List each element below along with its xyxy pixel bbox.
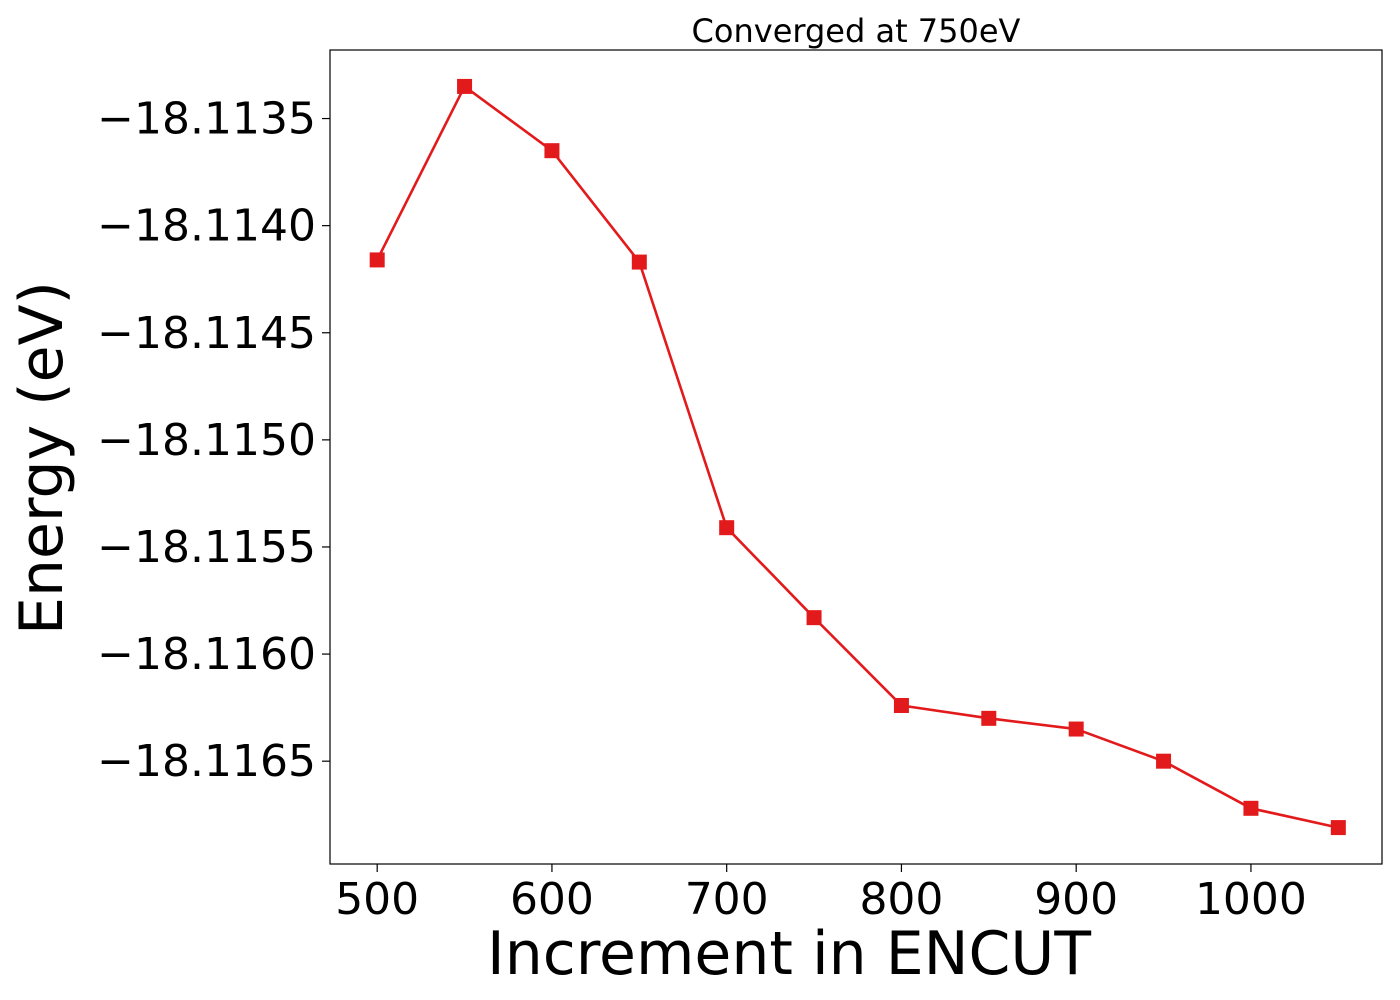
y-tick-label: −18.1155 — [97, 522, 316, 573]
data-point-marker — [544, 143, 560, 159]
data-point-marker — [457, 78, 473, 94]
x-axis-ticks: 500 600 700 800 900 1000 — [335, 864, 1307, 925]
x-tick-label: 800 — [859, 874, 943, 925]
data-point-marker — [369, 252, 385, 268]
data-point-marker — [1156, 753, 1172, 769]
x-tick-label: 900 — [1034, 874, 1118, 925]
y-tick-label: −18.1165 — [97, 736, 316, 787]
y-axis-label: Energy (eV) — [7, 281, 77, 635]
y-tick-label: −18.1140 — [97, 201, 316, 252]
x-tick-label: 700 — [685, 874, 769, 925]
y-tick-label: −18.1150 — [97, 415, 316, 466]
y-axis-ticks: −18.1135 −18.1140 −18.1145 −18.1150 −18.1155… — [97, 94, 330, 787]
plot-frame — [329, 49, 1383, 865]
data-point-marker — [981, 710, 997, 726]
y-tick-label: −18.1135 — [97, 94, 316, 145]
data-point-marker — [1243, 800, 1259, 816]
chart-title: Converged at 750eV — [692, 12, 1021, 50]
data-point-marker — [1330, 820, 1346, 836]
y-tick-label: −18.1160 — [97, 629, 316, 680]
series-layer — [369, 78, 1346, 836]
x-tick-label: 1000 — [1195, 874, 1307, 925]
data-point-marker — [719, 520, 735, 536]
data-point-marker — [893, 697, 909, 713]
series-line — [376, 85, 1339, 829]
data-point-marker — [806, 610, 822, 626]
x-axis-label: Increment in ENCUT — [487, 919, 1091, 989]
y-tick-label: −18.1145 — [97, 308, 316, 359]
data-point-marker — [631, 254, 647, 270]
data-point-marker — [1068, 721, 1084, 737]
x-tick-label: 500 — [335, 874, 419, 925]
x-tick-label: 600 — [510, 874, 594, 925]
